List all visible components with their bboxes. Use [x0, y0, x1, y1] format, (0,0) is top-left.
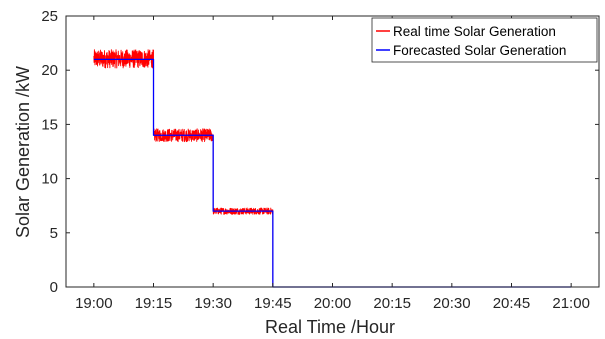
series-line-real-time-solar-generation [93, 49, 572, 288]
legend-label-real-time: Real time Solar Generation [393, 24, 556, 39]
y-tick-label: 15 [41, 116, 58, 133]
x-tick-label: 19:00 [75, 295, 113, 312]
y-tick-label: 10 [41, 171, 58, 188]
legend-label-forecasted: Forecasted Solar Generation [393, 43, 566, 58]
y-tick-label: 20 [41, 62, 58, 79]
legend-box [371, 17, 598, 63]
x-tick-label: 20:00 [314, 295, 352, 312]
x-tick-label: 19:30 [194, 295, 232, 312]
y-tick-label: 25 [41, 8, 58, 25]
x-axis-label: Real Time /Hour [265, 317, 395, 337]
x-tick-label: 20:15 [373, 295, 411, 312]
y-axis-label: Solar Generation /kW [13, 66, 33, 238]
x-tick-label: 19:15 [135, 295, 173, 312]
axes-layer: 19:00 19:15 19:30 19:45 20:00 20:15 20:30 20:45… [41, 8, 600, 312]
y-tick-label: 0 [50, 279, 58, 296]
y-tick-label: 5 [50, 225, 58, 242]
legend: Real time Solar Generation Forecasted So… [371, 17, 598, 63]
x-tick-label: 19:45 [254, 295, 292, 312]
x-tick-label: 21:00 [552, 295, 590, 312]
x-tick-label: 20:45 [493, 295, 531, 312]
x-tick-label: 20:30 [433, 295, 471, 312]
plot-layer [93, 49, 572, 288]
series-line-forecasted-solar-generation [93, 58, 572, 288]
